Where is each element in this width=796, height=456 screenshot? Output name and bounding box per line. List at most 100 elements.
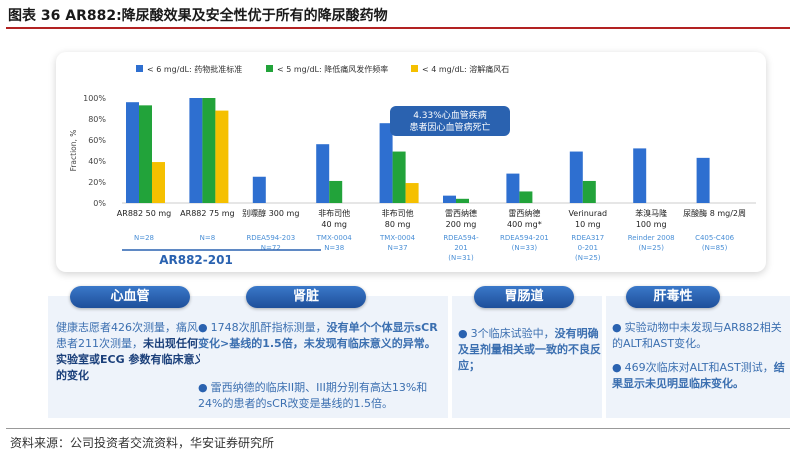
study-sublabel: C405-C406	[695, 234, 735, 242]
y-tick-label: 80%	[88, 115, 106, 124]
chart-card	[56, 52, 766, 272]
liver-b2-bold: 结果显示未见明显临床变化。	[612, 361, 785, 390]
study-sublabel: TMX-0004	[379, 234, 416, 242]
study-sublabel: RDEA594-	[443, 234, 479, 242]
cardio-text-plain: 健康志愿者426次测量，痛风患者211次测量，	[56, 321, 198, 350]
bullet-dot-icon: ●	[198, 381, 208, 394]
cardio-panel	[48, 296, 208, 418]
study-sublabel: N=8	[200, 234, 216, 242]
x-tick-label: 400 mg*	[507, 220, 542, 229]
annotation-text: 4.33%心血管疾病	[413, 109, 487, 121]
bar-2	[519, 191, 533, 203]
liver-panel	[606, 296, 790, 418]
study-sublabel: TMX-0004	[316, 234, 353, 242]
kidney-bullet-1: ● 1748次肌酐指标测量，没有单个个体显示sCR变化>基线的1.5倍，未发现有临…	[198, 320, 438, 352]
gi-bullet-1: ● 3个临床试验中，没有明确及呈剂量相关或一致的不良反应；	[458, 326, 604, 374]
study-sublabel: Reinder 2008	[628, 234, 675, 242]
footer-divider	[6, 428, 790, 429]
x-tick-label: AR882 50 mg	[117, 209, 171, 218]
legend-label: < 6 mg/dL: 药物批准标准	[147, 64, 242, 74]
x-tick-label: Verinurad	[568, 209, 607, 218]
liver-header: 肝毒性	[626, 286, 720, 308]
cardio-header: 心血管	[70, 286, 190, 308]
gi-b1-plain: 3个临床试验中，	[470, 327, 555, 340]
bullet-dot-icon: ●	[458, 327, 468, 340]
liver-bullet-2: ● 469次临床对ALT和AST测试，结果显示未见明显临床变化。	[612, 360, 788, 392]
gi-header: 胃肠道	[474, 286, 574, 308]
source-note: 资料来源：公司投资者交流资料，华安证券研究所	[10, 436, 275, 450]
study-sublabel: (N=31)	[448, 254, 474, 262]
y-tick-label: 100%	[83, 94, 106, 103]
x-tick-label: 10 mg	[575, 220, 601, 229]
bar-3	[152, 162, 165, 203]
bar-1	[316, 144, 330, 203]
y-tick-label: 20%	[88, 178, 106, 187]
x-tick-label: AR882 75 mg	[180, 209, 234, 218]
x-tick-label: 雷西纳德	[508, 208, 540, 218]
study-sublabel: (N=25)	[575, 254, 601, 262]
kidney-b1-plain: 1748次肌酐指标测量，	[210, 321, 327, 334]
bar-1	[633, 148, 647, 203]
study-sublabel: 0-201	[578, 244, 598, 252]
y-tick-label: 0%	[93, 199, 106, 208]
study-sublabel: 201	[454, 244, 467, 252]
gi-panel	[452, 296, 602, 418]
bar-2	[456, 198, 469, 203]
y-tick-label: 60%	[88, 136, 106, 145]
liver-b1-plain: 实验动物中未发现与AR882相关的ALT和AST变化。	[612, 321, 782, 350]
bar-3	[405, 183, 419, 203]
bar-2	[329, 180, 343, 203]
bullet-dot-icon: ●	[612, 361, 622, 374]
legend-swatch	[411, 65, 418, 72]
study-sublabel: RDEA594-201	[500, 234, 549, 242]
bar-1	[379, 123, 393, 203]
study-sublabel: N=37	[388, 244, 408, 252]
study-sublabel: RDEA317	[571, 234, 604, 242]
x-tick-label: 40 mg	[321, 220, 347, 229]
x-tick-label: 非布司他	[382, 208, 414, 218]
x-tick-label: 尿酸酶 8 mg/2周	[683, 208, 746, 218]
bullet-dot-icon: ●	[198, 321, 208, 334]
study-sublabel: RDEA594-203	[246, 234, 295, 242]
x-tick-label: 别嘌醇 300 mg	[242, 208, 299, 218]
study-sublabel: N=28	[134, 234, 154, 242]
figure-title: 图表 36 AR882:降尿酸效果及安全性优于所有的降尿酸药物	[8, 8, 388, 24]
study-sublabel: (N=85)	[702, 244, 728, 252]
x-tick-label: 雷西纳德	[445, 208, 477, 218]
legend-label: < 5 mg/dL: 降低痛风发作频率	[277, 64, 388, 74]
kidney-header: 肾脏	[246, 286, 366, 308]
study-sublabel: N=38	[324, 244, 344, 252]
y-axis-label: Fraction, %	[69, 130, 78, 172]
liver-b2-plain: 469次临床对ALT和AST测试，	[624, 361, 774, 374]
legend-label: < 4 mg/dL: 溶解痛风石	[422, 64, 509, 74]
kidney-panel	[200, 296, 448, 418]
title-divider	[6, 27, 790, 29]
bar-3	[215, 110, 229, 203]
bar-1	[569, 151, 583, 203]
y-tick-label: 40%	[88, 157, 106, 166]
bullet-dot-icon: ●	[612, 321, 622, 334]
bar-2	[139, 105, 152, 203]
legend-swatch	[266, 65, 273, 72]
bar-2	[202, 98, 216, 203]
bar-chart: 0% 20% 40% 60% 80% 100% Fraction, % AR882 50 mg…	[69, 64, 756, 267]
liver-bullet-1: ● 实验动物中未发现与AR882相关的ALT和AST变化。	[612, 320, 788, 352]
cardio-text-bold: 未出现任何实验室或ECG 参数有临床意义的变化	[56, 337, 206, 382]
x-tick-label: 80 mg	[385, 220, 411, 229]
bar-1	[252, 176, 266, 203]
study-sublabel: N=72	[261, 244, 281, 252]
x-tick-label: 非布司他	[318, 208, 350, 218]
study-sublabel: (N=25)	[638, 244, 664, 252]
kidney-bullet-2: ● 雷西纳德的临床II期、III期分别有高达13%和24%的患者的sCR改变是基线…	[198, 380, 438, 412]
bar-1	[506, 173, 520, 203]
annotation-box	[390, 106, 510, 136]
kidney-b2-plain: 雷西纳德的临床II期、III期分别有高达13%和24%的患者的sCR改变是基线的…	[198, 381, 428, 410]
x-tick-label: 200 mg	[446, 220, 477, 229]
bar-1	[443, 195, 456, 203]
cardio-text: 健康志愿者426次测量，痛风患者211次测量，未出现任何实验室或ECG 参数有临…	[56, 320, 206, 384]
bar-2	[392, 151, 406, 203]
kidney-b1-bold: 没有单个个体显示sCR变化>基线的1.5倍，未发现有临床意义的异常。	[198, 321, 438, 350]
bar-1	[126, 102, 139, 203]
x-tick-label: 苯溴马隆	[635, 208, 667, 218]
annotation-text: 患者因心血管病死亡	[409, 121, 490, 133]
